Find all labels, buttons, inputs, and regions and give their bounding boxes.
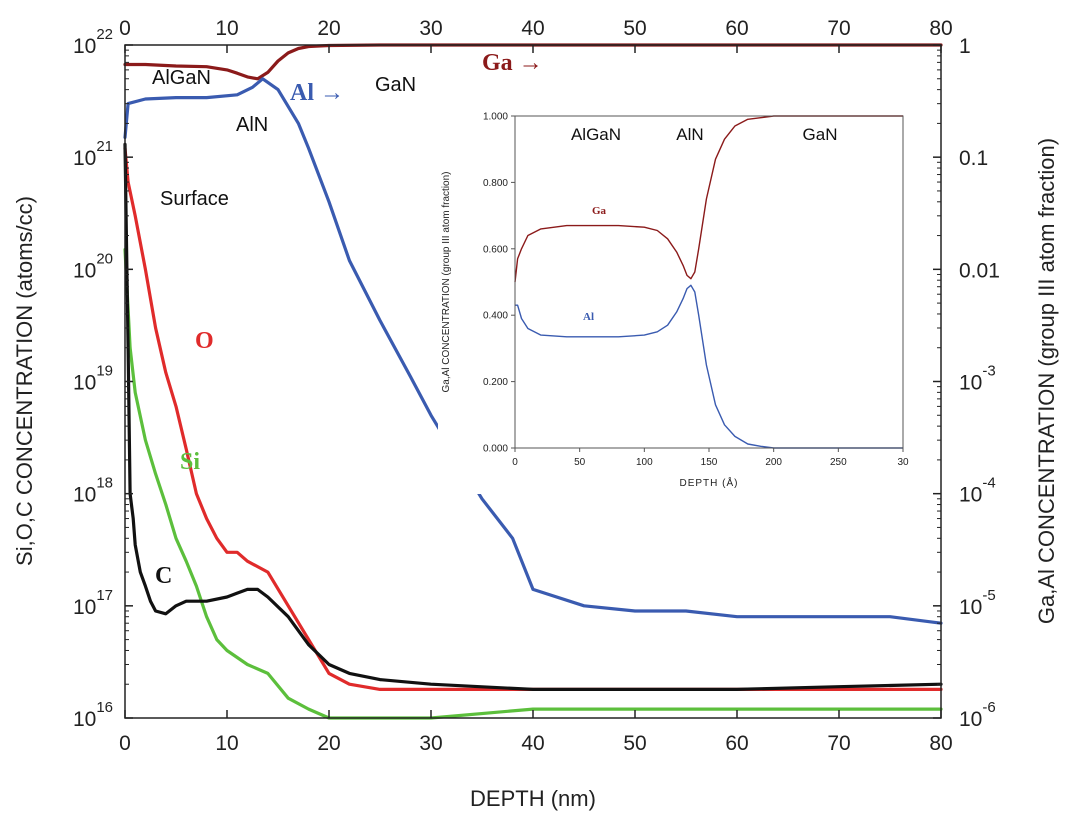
inset-x-tick-label: 200 xyxy=(765,457,782,468)
inset-annotation-aln: AlN xyxy=(676,125,703,144)
annotation-si: Si xyxy=(180,449,200,475)
annotation-al-arrow: Al → xyxy=(290,80,344,106)
x-top-tick-label: 50 xyxy=(623,17,646,40)
inset-ticks-group: 0 50 100 150 200 250 30 0.000 0.200 0.400 0.600 0.8… xyxy=(483,112,909,469)
annotation-o: O xyxy=(195,328,214,354)
x-tick-label: 50 xyxy=(623,732,646,755)
inset-y-tick-label: 0.800 xyxy=(483,178,508,189)
x-top-tick-label: 70 xyxy=(827,17,850,40)
y-axis-title: Si,O,C CONCENTRATION (atoms/cc) xyxy=(12,196,37,566)
y2-tick-label: 0.1 xyxy=(959,147,988,170)
inset-series-group xyxy=(514,115,903,449)
inset-x-axis-title: DEPTH (Å) xyxy=(680,476,739,489)
inset-x-tick-label: 150 xyxy=(701,457,718,468)
y2-tick-label: 0.01 xyxy=(959,259,1000,282)
x-top-tick-label: 40 xyxy=(521,17,544,40)
x-top-tick-label: 60 xyxy=(725,17,748,40)
y2-tick-label: 10-6 xyxy=(959,699,996,731)
inset-y-axis-title: Ga,Al CONCENTRATION (group III atom frac… xyxy=(441,172,452,393)
series-line-si xyxy=(123,248,943,720)
inset-x-tick-label: 250 xyxy=(830,457,847,468)
x-axis-title: DEPTH (nm) xyxy=(470,786,596,811)
inset-label-ga: Ga xyxy=(592,205,607,217)
inset-y-tick-label: 0.200 xyxy=(483,377,508,388)
inset-x-tick-label: 100 xyxy=(636,457,653,468)
y2-tick-label: 10-3 xyxy=(959,363,996,395)
inset-y-tick-label: 0.400 xyxy=(483,311,508,322)
inset-x-tick-label: 0 xyxy=(512,457,518,468)
y2-tick-label: 10-5 xyxy=(959,587,996,619)
x-tick-label: 20 xyxy=(317,732,340,755)
y-tick-label: 1017 xyxy=(73,587,113,619)
inset-x-tick-label: 30 xyxy=(897,457,909,468)
x-top-tick-label: 10 xyxy=(215,17,238,40)
annotation-gan: GaN xyxy=(375,74,416,96)
annotation-algan: AlGaN xyxy=(152,67,211,89)
annotation-ga-arrow: Ga → xyxy=(482,50,543,76)
x-tick-label: 60 xyxy=(725,732,748,755)
annotation-c: C xyxy=(155,563,172,589)
inset-annotation-gan: GaN xyxy=(803,125,838,144)
y2-tick-label: 1 xyxy=(959,35,971,58)
inset-y-tick-label: 0.600 xyxy=(483,244,508,255)
inset-annotation-algan: AlGaN xyxy=(571,125,621,144)
x-tick-label: 70 xyxy=(827,732,850,755)
y-tick-label: 1021 xyxy=(73,138,113,170)
x-tick-label: 10 xyxy=(215,732,238,755)
y-tick-label: 1020 xyxy=(73,250,113,282)
x-top-tick-label: 80 xyxy=(929,17,952,40)
inset-y-tick-label: 0.000 xyxy=(483,444,508,455)
inset-x-tick-label: 50 xyxy=(574,457,586,468)
series-line-c xyxy=(123,142,943,691)
inset-label-al: Al xyxy=(583,311,594,323)
main-ticks-group: 0010102020303040405050606070708080102210… xyxy=(73,17,1000,755)
annotation-aln: AlN xyxy=(236,114,268,136)
y2-tick-label: 10-4 xyxy=(959,475,996,507)
y-tick-label: 1019 xyxy=(73,363,113,395)
inset-plot: 0 50 100 150 200 250 30 0.000 0.200 0.400 0.600 0.8… xyxy=(438,102,910,494)
annotation-surface: Surface xyxy=(160,188,229,210)
y2-axis-title: Ga,Al CONCENTRATION (group III atom frac… xyxy=(1034,138,1059,624)
inset-background xyxy=(438,102,910,494)
x-top-tick-label: 30 xyxy=(419,17,442,40)
inset-series-line-al xyxy=(515,284,903,449)
x-top-tick-label: 20 xyxy=(317,17,340,40)
inset-y-tick-label: 1.000 xyxy=(483,112,508,123)
inset-series-line-ga xyxy=(514,115,903,283)
x-tick-label: 40 xyxy=(521,732,544,755)
y-tick-label: 1018 xyxy=(73,475,113,507)
x-tick-label: 80 xyxy=(929,732,952,755)
series-line-al xyxy=(123,77,943,625)
main-plot: 0010102020303040405050606070708080102210… xyxy=(12,17,1059,811)
x-tick-label: 30 xyxy=(419,732,442,755)
y-tick-label: 1016 xyxy=(73,699,113,731)
y-tick-label: 1022 xyxy=(73,26,113,58)
x-tick-label: 0 xyxy=(119,732,131,755)
x-top-tick-label: 0 xyxy=(119,17,131,40)
main-series-group xyxy=(123,43,943,720)
